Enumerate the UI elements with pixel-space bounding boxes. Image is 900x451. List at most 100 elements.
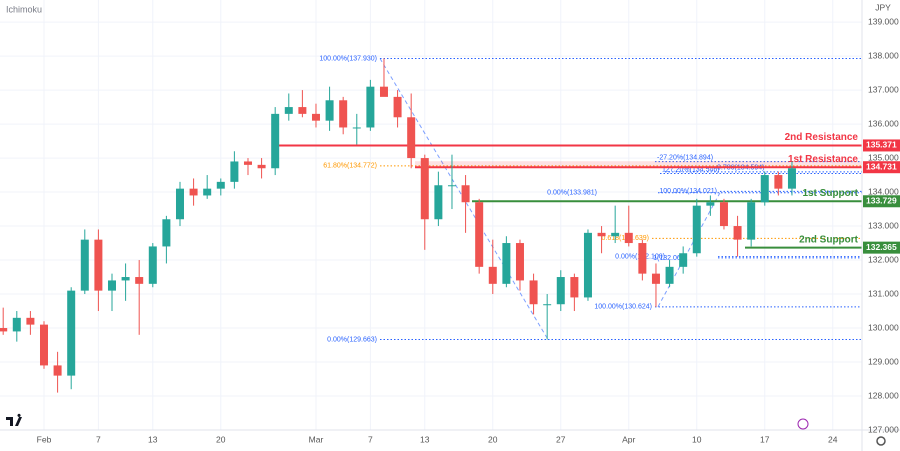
- x-tick-label: 17: [760, 434, 770, 444]
- candle-body: [583, 232, 592, 298]
- candle-body: [148, 246, 157, 284]
- price-badge-label: 135.371: [866, 140, 897, 150]
- price-badge: [863, 139, 900, 152]
- fib-label: 0.00%(133.981): [547, 190, 597, 197]
- fib-label: 0.786(134.594): [717, 165, 764, 172]
- candle-body: [475, 202, 484, 267]
- level-name: 1st Resistance: [788, 154, 858, 165]
- y-tick-label: 138.000: [868, 50, 899, 60]
- x-tick-label: 27: [556, 434, 566, 444]
- candle-body: [271, 113, 280, 169]
- y-tick-label: 127.000: [868, 424, 899, 434]
- events-icon[interactable]: [797, 418, 809, 430]
- fib-label: -27.20%(134.894): [657, 155, 713, 162]
- price-badge: [863, 195, 900, 208]
- x-tick-label: Mar: [309, 434, 324, 444]
- x-tick-label: 13: [420, 434, 430, 444]
- candle-body: [529, 280, 538, 305]
- candle-body: [325, 100, 334, 121]
- x-tick-label: 20: [488, 434, 498, 444]
- candle-body: [611, 232, 620, 237]
- y-tick-label: 131.000: [868, 288, 899, 298]
- x-tick-label: 10: [692, 434, 702, 444]
- candle-body: [692, 205, 701, 254]
- candle-body: [257, 164, 266, 169]
- candle-body: [53, 365, 62, 376]
- candle-body: [502, 243, 511, 284]
- candle-body: [135, 277, 144, 284]
- candle-body: [447, 185, 456, 187]
- fib-label: 0.00%(129.663): [327, 336, 377, 343]
- candle-body: [679, 253, 688, 267]
- candle-body: [787, 168, 796, 189]
- x-tick-label: 24: [828, 434, 838, 444]
- candle-body: [760, 175, 769, 203]
- y-tick-label: 129.000: [868, 356, 899, 366]
- level-name: 2nd Support: [799, 234, 859, 245]
- candle-body: [719, 202, 728, 227]
- candle-body: [0, 328, 8, 332]
- currency-label: JPY: [875, 2, 891, 12]
- y-tick-label: 135.000: [868, 152, 899, 162]
- x-tick-label: Apr: [622, 434, 635, 444]
- candle-body: [121, 277, 130, 281]
- fib-label: 100.00%(137.930): [319, 55, 377, 62]
- candle-body: [379, 86, 388, 97]
- candle-body: [284, 107, 293, 114]
- settings-icon[interactable]: [876, 436, 886, 446]
- fib-label: 61.80%(134.772): [323, 163, 377, 170]
- candle-body: [216, 181, 225, 189]
- y-tick-label: 130.000: [868, 322, 899, 332]
- candle-body: [665, 266, 674, 284]
- x-tick-label: 13: [148, 434, 158, 444]
- candle-body: [706, 202, 715, 206]
- fib-label: 1(132.062): [653, 255, 687, 262]
- candle-body: [94, 239, 103, 291]
- grid: [0, 0, 862, 431]
- candle-body: [624, 232, 633, 244]
- x-tick-label: 20: [216, 434, 226, 444]
- candle-body: [651, 273, 660, 284]
- tv-logo: [6, 413, 22, 426]
- candle-body: [774, 175, 783, 189]
- price-badge: [863, 161, 900, 174]
- candle-body: [733, 226, 742, 240]
- candle-body: [80, 239, 89, 291]
- candle-body: [26, 317, 35, 325]
- candle-body: [543, 304, 552, 306]
- candle-body: [570, 277, 579, 298]
- y-tick-label: 139.000: [868, 16, 899, 26]
- candle-body: [203, 188, 212, 196]
- candle-body: [393, 96, 402, 118]
- candle-body: [175, 188, 184, 220]
- x-tick-label: 7: [96, 434, 101, 444]
- candle-body: [243, 161, 252, 165]
- candle-body: [556, 277, 565, 305]
- candle-body: [162, 219, 171, 247]
- candle-body: [107, 280, 116, 291]
- candle-body: [311, 113, 320, 121]
- y-tick-label: 134.000: [868, 186, 899, 196]
- indicator-label: Ichimoku: [6, 4, 42, 14]
- price-badge-label: 134.731: [866, 161, 897, 171]
- candle-body: [461, 185, 470, 203]
- candle-body: [515, 243, 524, 281]
- axes: 127.000 128.000 129.000 130.000 131.000 132.0…: [37, 16, 900, 444]
- price-badge-label: 133.729: [866, 196, 897, 206]
- y-tick-label: 137.000: [868, 84, 899, 94]
- candle-body: [638, 243, 647, 274]
- x-tick-label: Feb: [37, 434, 52, 444]
- price-badge-label: 132.365: [866, 242, 897, 252]
- x-tick-label: 7: [368, 434, 373, 444]
- candle-body: [747, 202, 756, 240]
- y-tick-label: 136.000: [868, 118, 899, 128]
- candle-body: [298, 107, 307, 114]
- fib-label: 127.20%(134.546): [662, 166, 720, 173]
- candle-body: [597, 232, 606, 237]
- level-name: 2nd Resistance: [785, 132, 859, 143]
- candle-body: [189, 188, 198, 196]
- candle-body: [420, 158, 429, 220]
- candle-body: [366, 86, 375, 128]
- fib-label: 100.00%(134.021): [659, 188, 717, 195]
- resistance-zone: [415, 161, 862, 168]
